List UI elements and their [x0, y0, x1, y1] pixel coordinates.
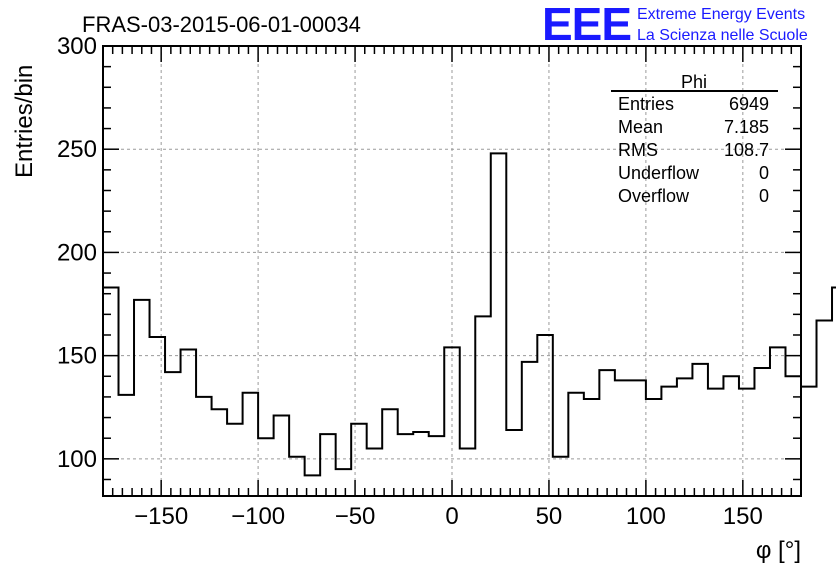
- histogram-bin: [708, 389, 724, 496]
- axis-ticks: [103, 45, 801, 496]
- histogram-bin: [491, 153, 507, 496]
- eee-logo-line2: La Scienza nelle Scuole: [637, 27, 808, 44]
- histogram-bin: [336, 469, 352, 496]
- eee-logo-line1: Extreme Energy Events: [637, 6, 805, 23]
- x-tick-labels: −150 −100 −50 0 50 100 150: [134, 503, 763, 530]
- x-tick-label: 150: [723, 503, 763, 530]
- histogram-bin: [506, 430, 522, 496]
- y-axis-label: Entries/bin: [11, 65, 38, 178]
- histogram-bin: [119, 395, 135, 496]
- stats-label-underflow: Underflow: [618, 163, 700, 183]
- stats-value-overflow: 0: [759, 186, 769, 206]
- histogram-bin: [785, 376, 801, 496]
- stats-label-overflow: Overflow: [618, 186, 690, 206]
- histogram-outline: [103, 152, 836, 477]
- histogram-bin: [630, 380, 646, 496]
- histogram-bin: [243, 393, 259, 496]
- histogram-bin: [553, 457, 569, 496]
- stats-value-entries: 6949: [729, 94, 769, 114]
- histogram-bin: [429, 436, 445, 496]
- histogram-bin: [677, 378, 693, 496]
- histogram-bin: [382, 409, 398, 496]
- stats-value-underflow: 0: [759, 163, 769, 183]
- histogram-bin: [801, 387, 817, 496]
- histogram-bin: [150, 337, 166, 496]
- histogram-bin: [584, 399, 600, 496]
- x-tick-label: −50: [335, 503, 376, 530]
- x-tick-label: −100: [231, 503, 285, 530]
- histogram-bin: [165, 372, 181, 496]
- histogram-bin: [475, 316, 491, 496]
- x-tick-label: 100: [626, 503, 666, 530]
- chart-title: FRAS-03-2015-06-01-00034: [82, 12, 361, 37]
- histogram-bin: [398, 434, 414, 496]
- histogram-bin: [770, 347, 786, 496]
- x-tick-label: 0: [445, 503, 458, 530]
- y-tick-label: 300: [57, 33, 97, 60]
- y-tick-labels: 100 150 200 250 300: [57, 33, 97, 473]
- stats-box: Phi Entries 6949 Mean 7.185 RMS 108.7 Un…: [611, 72, 778, 206]
- histogram-bin: [274, 415, 290, 496]
- x-tick-label: −150: [134, 503, 188, 530]
- histogram-bin: [320, 434, 336, 496]
- histogram-bin: [522, 362, 538, 496]
- stats-box-name: Phi: [681, 72, 707, 92]
- histogram-bin: [413, 432, 429, 496]
- histogram-bin: [134, 300, 150, 496]
- histogram-bin: [351, 424, 367, 496]
- y-tick-label: 100: [57, 446, 97, 473]
- histogram-bin: [739, 389, 755, 496]
- eee-logo: EEE Extreme Energy Events La Scienza nel…: [542, 0, 808, 50]
- histogram-bin: [646, 399, 662, 496]
- histogram-bin: [181, 349, 197, 496]
- stats-label-mean: Mean: [618, 117, 663, 137]
- histogram-bin: [227, 424, 243, 496]
- histogram-bin: [212, 409, 228, 496]
- histogram-bin: [661, 387, 677, 496]
- histogram-bin: [599, 370, 615, 496]
- stats-label-rms: RMS: [618, 140, 658, 160]
- x-tick-label: 50: [536, 503, 563, 530]
- histogram-bin: [537, 335, 553, 496]
- histogram-bin: [258, 438, 274, 496]
- eee-logo-text: EEE: [542, 0, 631, 50]
- y-tick-label: 250: [57, 136, 97, 163]
- x-axis-label: φ [°]: [756, 537, 801, 564]
- histogram-bin: [817, 321, 833, 496]
- histogram-bin: [444, 347, 460, 496]
- histogram-bin: [568, 393, 584, 496]
- histogram-bin: [103, 288, 119, 496]
- histogram-bin: [615, 380, 631, 496]
- stats-label-entries: Entries: [618, 94, 674, 114]
- histogram-bin: [754, 368, 770, 496]
- stats-value-rms: 108.7: [724, 140, 769, 160]
- histogram-bin: [723, 376, 739, 496]
- histogram-bin: [692, 364, 708, 496]
- y-tick-label: 200: [57, 239, 97, 266]
- histogram-bin: [196, 397, 212, 496]
- y-tick-label: 150: [57, 343, 97, 370]
- stats-value-mean: 7.185: [724, 117, 769, 137]
